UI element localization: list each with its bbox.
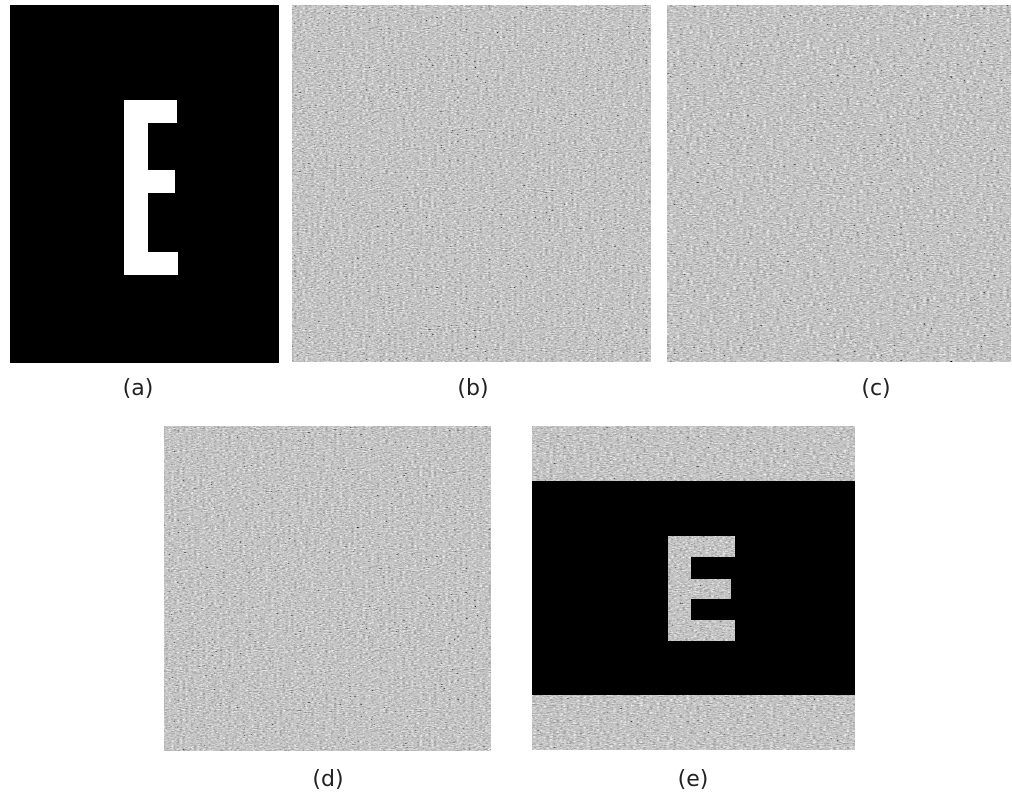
noisy-letter-e [668,536,735,641]
panel-c-noise [667,5,1011,362]
panel-a [10,5,279,363]
panel-e [532,426,855,750]
caption: (d) [312,767,343,792]
caption: (a) [123,376,154,401]
panel-d-noise [164,426,491,751]
panel-b-noise [292,5,651,362]
letter-noise [668,536,735,641]
caption: (c) [861,376,890,401]
figure-page: {"panels": [{"label": "(a)"}, {"label": … [0,0,1012,798]
caption: (b) [457,376,488,401]
caption: (e) [678,767,709,792]
